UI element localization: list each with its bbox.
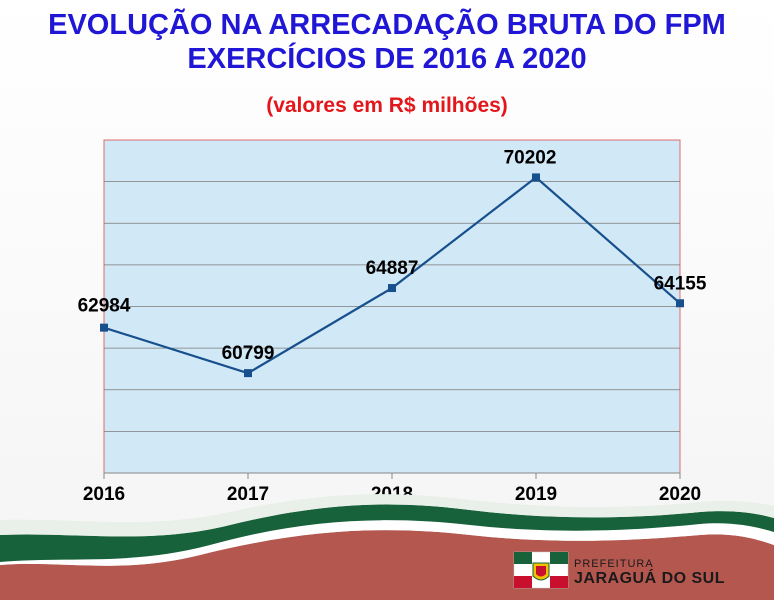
chart-title-line1: EVOLUÇÃO NA ARRECADAÇÃO BRUTA DO FPM <box>48 9 726 41</box>
municipal-flag-icon <box>513 551 569 589</box>
x-tick-label: 2019 <box>515 484 557 505</box>
data-label: 62984 <box>78 296 131 317</box>
data-label: 64887 <box>366 258 419 279</box>
data-point-marker <box>676 299 684 308</box>
x-tick-label: 2016 <box>83 484 125 505</box>
logo-line1: PREFEITURA <box>574 558 654 570</box>
footer-wave-white <box>0 520 774 566</box>
series-markers <box>100 173 684 378</box>
x-axis-ticks <box>103 473 681 479</box>
data-point-marker <box>388 284 396 293</box>
x-tick-label: 2020 <box>659 484 701 505</box>
data-point-marker <box>532 173 540 182</box>
data-label: 70202 <box>504 147 557 168</box>
chart-title-line2: EXERCÍCIOS DE 2016 A 2020 <box>187 43 587 75</box>
data-label: 64155 <box>654 273 707 294</box>
footer-wave-red <box>0 530 774 600</box>
data-labels: 62984 60799 64887 70202 64155 <box>78 147 707 364</box>
x-tick-label: 2017 <box>227 484 269 505</box>
footer-waves <box>0 494 774 600</box>
footer-wave-light <box>0 494 774 537</box>
footer-wave-green <box>0 504 774 562</box>
chart-subtitle: (valores em R$ milhões) <box>266 94 508 117</box>
data-point-marker <box>100 323 108 332</box>
data-label: 60799 <box>222 343 275 364</box>
gridlines <box>104 181 680 432</box>
data-point-marker <box>244 369 252 378</box>
logo-line2: JARAGUÁ DO SUL <box>574 570 726 587</box>
